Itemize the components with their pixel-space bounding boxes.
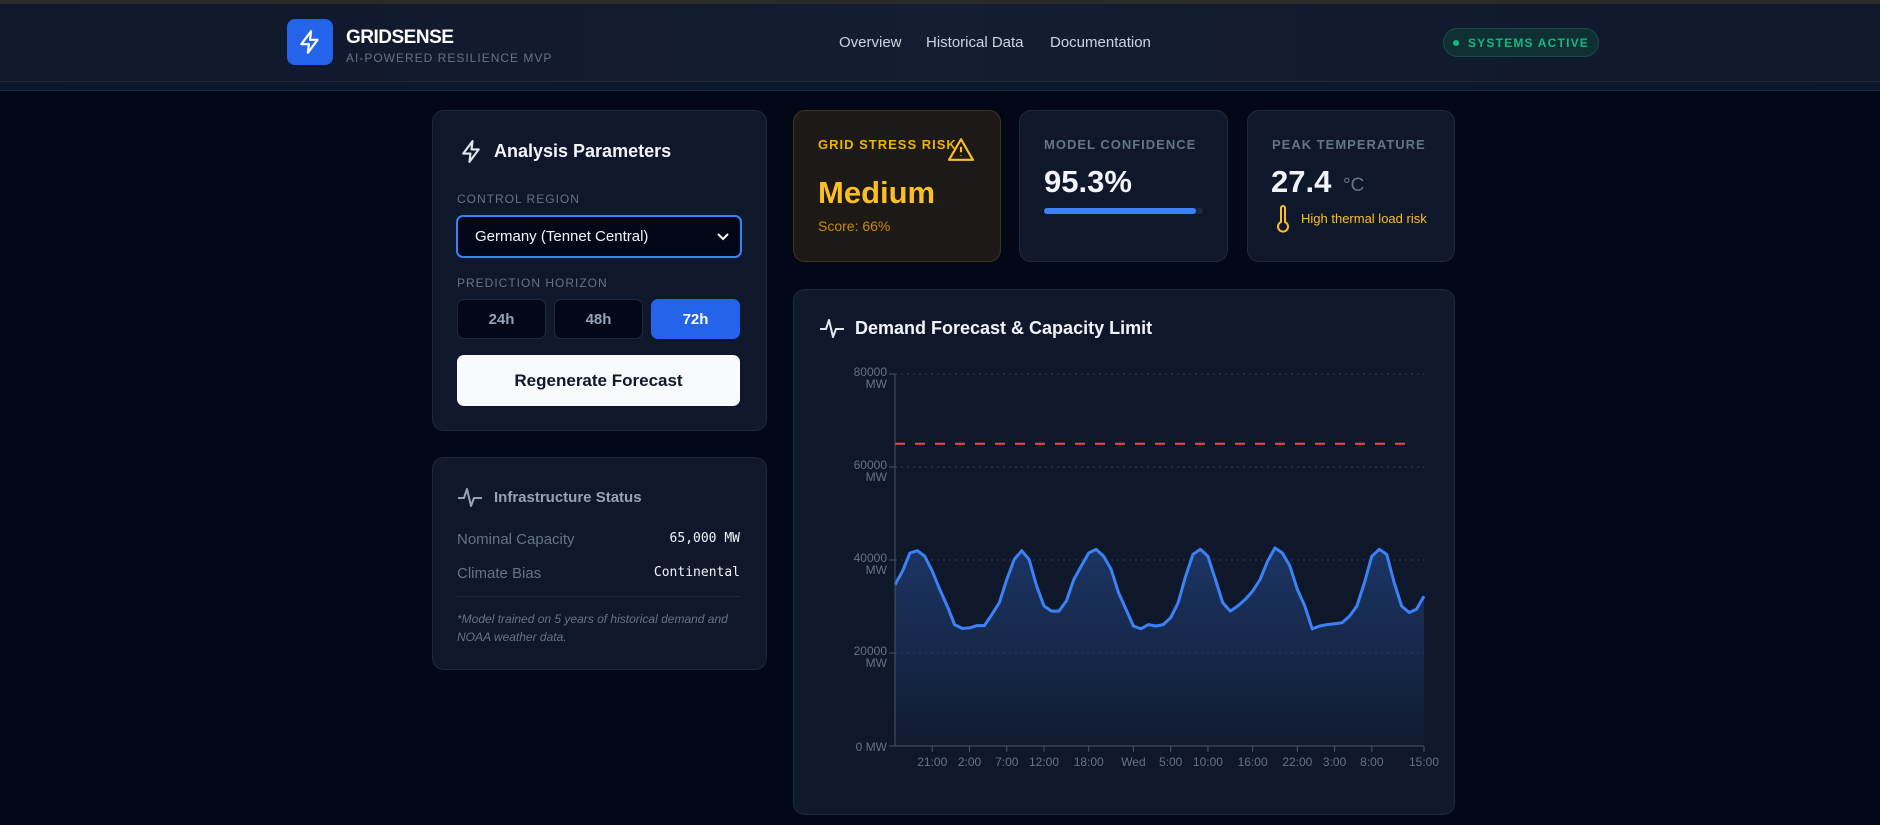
x-tick-label: 7:00 <box>995 755 1019 769</box>
window-top-strip <box>0 0 1880 4</box>
x-tick-label: 21:00 <box>917 755 947 769</box>
temp-note: High thermal load risk <box>1301 211 1427 226</box>
temp-label: PEAK TEMPERATURE <box>1272 137 1426 152</box>
y-tick-label-unit: MW <box>866 377 888 391</box>
y-tick-label: 60000 <box>854 458 888 472</box>
x-tick-label: 10:00 <box>1193 755 1223 769</box>
brand-name: GRIDSENSE <box>346 27 454 48</box>
divider <box>457 596 740 597</box>
horizon-72h-button[interactable]: 72h <box>651 299 740 339</box>
nav-documentation[interactable]: Documentation <box>1050 34 1151 51</box>
risk-value: Medium <box>818 175 936 210</box>
y-tick-label-unit: MW <box>866 563 888 577</box>
row-value: 65,000 MW <box>669 531 740 546</box>
header-subbar <box>0 82 1880 91</box>
x-tick-label: 5:00 <box>1159 755 1183 769</box>
demand-line <box>893 546 1426 631</box>
temp-value: 27.4 <box>1271 164 1332 199</box>
status-dot-icon <box>1452 39 1459 46</box>
infrastructure-status-card <box>432 457 767 670</box>
y-tick-label: 20000 <box>854 644 888 658</box>
status-badge: SYSTEMS ACTIVE <box>1443 28 1599 57</box>
nav-historical-data[interactable]: Historical Data <box>926 34 1024 51</box>
infra-title: Infrastructure Status <box>494 489 642 506</box>
y-tick-label: 0 MW <box>856 740 888 754</box>
x-tick-label: 18:00 <box>1074 755 1104 769</box>
regenerate-forecast-button[interactable]: Regenerate Forecast <box>457 355 740 406</box>
confidence-value: 95.3% <box>1044 164 1132 199</box>
x-tick-label: 22:00 <box>1282 755 1312 769</box>
infra-row-capacity: Nominal Capacity 65,000 MW <box>457 531 740 548</box>
params-title: Analysis Parameters <box>494 141 672 161</box>
logo-bolt-icon <box>287 19 333 65</box>
x-tick-label: 2:00 <box>958 755 982 769</box>
x-tick-label: 16:00 <box>1238 755 1268 769</box>
warning-icon <box>948 138 974 161</box>
infra-row-climate: Climate Bias Continental <box>457 565 740 582</box>
model-note: *Model trained on 5 years of historical … <box>457 612 728 644</box>
y-tick-label-unit: MW <box>866 656 888 670</box>
brand-tagline: AI-POWERED RESILIENCE MVP <box>346 51 553 65</box>
region-label: CONTROL REGION <box>457 192 580 206</box>
grid-stress-risk-card <box>793 110 1001 262</box>
activity-icon <box>820 319 844 338</box>
y-tick-label: 40000 <box>854 551 888 565</box>
status-text: SYSTEMS ACTIVE <box>1467 35 1590 50</box>
row-key: Climate Bias <box>457 565 542 582</box>
temp-unit: °C <box>1343 175 1365 196</box>
row-key: Nominal Capacity <box>457 531 575 548</box>
x-tick-label: Wed <box>1121 755 1145 769</box>
bolt-icon <box>462 140 480 163</box>
x-tick-label: 8:00 <box>1360 755 1384 769</box>
confidence-progress-fill <box>1044 208 1196 214</box>
model-confidence-card <box>1019 110 1228 262</box>
activity-icon <box>458 488 482 507</box>
horizon-48h-button[interactable]: 48h <box>554 299 643 339</box>
horizon-24h-button[interactable]: 24h <box>457 299 546 339</box>
x-tick-label: 15:00 <box>1409 755 1439 769</box>
chart-title: Demand Forecast & Capacity Limit <box>855 318 1153 338</box>
y-tick-label-unit: MW <box>866 470 888 484</box>
horizon-label: PREDICTION HORIZON <box>457 276 608 290</box>
confidence-progress-bar <box>1044 208 1203 214</box>
y-tick-label: 80000 <box>854 365 888 379</box>
x-tick-label: 12:00 <box>1029 755 1059 769</box>
nav-overview[interactable]: Overview <box>839 34 902 51</box>
thermometer-icon <box>1277 205 1289 233</box>
risk-score: Score: 66% <box>818 218 891 234</box>
row-value: Continental <box>653 565 740 580</box>
confidence-label: MODEL CONFIDENCE <box>1044 137 1197 152</box>
chevron-down-icon <box>717 233 729 241</box>
demand-area <box>895 547 1424 746</box>
risk-label: GRID STRESS RISK <box>818 137 957 152</box>
x-tick-label: 3:00 <box>1323 755 1347 769</box>
region-value: Germany (Tennet Central) <box>475 228 649 245</box>
peak-temperature-card <box>1247 110 1455 262</box>
region-select[interactable]: Germany (Tennet Central) <box>456 215 742 258</box>
